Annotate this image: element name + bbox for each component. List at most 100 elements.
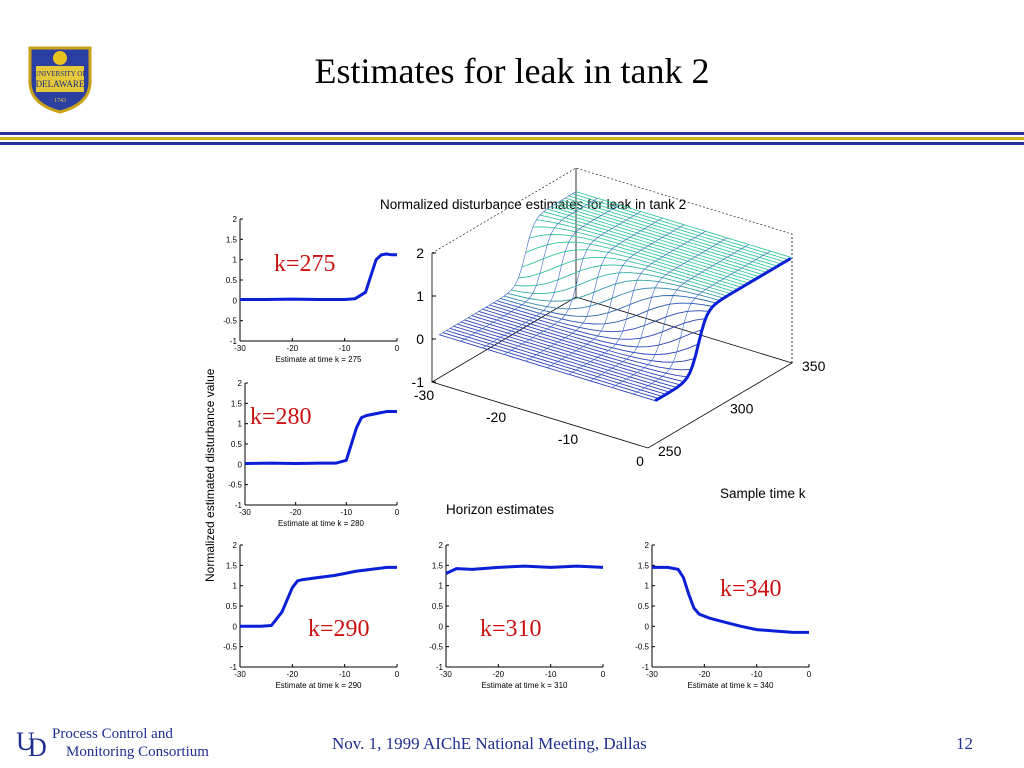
x-tick-label: 0 (395, 670, 400, 679)
x-tick-label: -30 (239, 508, 251, 517)
x-axis-label: Estimate at time k = 275 (275, 355, 362, 364)
y-tick-label: -0.5 (223, 643, 237, 652)
y-tick-label: 1.5 (231, 399, 243, 408)
frame-edge (431, 167, 793, 254)
surface-mesh-line (503, 211, 641, 355)
y-tick-label: 1.5 (432, 561, 444, 570)
y-tick-label: -0.5 (228, 481, 242, 490)
subplot-2: 2 1.5 1 0.5 0 -0.5 -1-30 -20 -10 0 Estimate at tim… (223, 541, 400, 690)
surface-mesh-line (460, 198, 598, 342)
x-tick-label: 0 (395, 344, 400, 353)
x-tick-label: -20 (699, 670, 711, 679)
y-tick-label: 350 (802, 358, 826, 374)
z-tick-label: 0 (416, 331, 424, 347)
svg-text:1743: 1743 (54, 98, 66, 104)
y-tick-label: -0.5 (635, 643, 649, 652)
y-tick-label: 1.5 (638, 561, 650, 570)
y-tick-label: 2 (233, 215, 238, 224)
svg-text:DELAWARE: DELAWARE (36, 79, 85, 89)
y-tick-label: -1 (642, 663, 650, 672)
footer-org-line1: Process Control and (52, 726, 173, 742)
k-annotation: k=280 (250, 404, 312, 430)
x-tick-label: -20 (493, 670, 505, 679)
y-tick-label: -1 (436, 663, 444, 672)
header-rule-blue (0, 132, 1024, 135)
surface-mesh-line (467, 317, 685, 383)
surface-mesh-line (493, 302, 710, 333)
y-tick-label: 0.5 (638, 602, 650, 611)
subplot-1: 2 1.5 1 0.5 0 -0.5 -1-30 -20 -10 0 Estimate at tim… (228, 379, 400, 528)
footer-org-line2: Monitoring Consortium (66, 744, 209, 760)
surface-mesh-line (568, 231, 706, 375)
x-tick-label: 0 (636, 453, 644, 469)
y-tick-label: 0 (233, 296, 238, 305)
series-line (240, 252, 397, 301)
svg-text:D: D (28, 733, 47, 760)
x-tick-label: -30 (646, 670, 658, 679)
x-tick-label: -10 (339, 344, 351, 353)
slide-title: Estimates for leak in tank 2 (314, 51, 710, 91)
shared-y-axis-label: Normalized estimated disturbance value (203, 368, 217, 582)
y-tick-label: -1 (235, 501, 243, 510)
subplot-4: 2 1.5 1 0.5 0 -0.5 -1-30 -20 -10 0 Estimate at tim… (635, 541, 812, 690)
x-tick-label: -10 (751, 670, 763, 679)
y-tick-label: 250 (658, 443, 682, 459)
surface-mesh-line (439, 191, 577, 335)
y-tick-label: 0.5 (231, 440, 243, 449)
y-tick-label: 0 (439, 622, 444, 631)
y-tick-label: 2 (439, 541, 444, 550)
z-tick-label: -1 (412, 374, 425, 390)
y-tick-label: 300 (730, 401, 754, 417)
x-tick-label: -10 (341, 508, 353, 517)
surface-mesh-line (482, 204, 620, 349)
surface-x-label: Horizon estimates (446, 502, 554, 517)
frame-base (431, 296, 793, 449)
series-line (445, 564, 604, 575)
surface-mesh-line (547, 224, 685, 368)
y-tick-label: 1.5 (226, 561, 238, 570)
y-tick-label: 0.5 (226, 276, 238, 285)
svg-text:UNIVERSITY OF: UNIVERSITY OF (34, 70, 87, 78)
x-tick-label: 0 (601, 670, 606, 679)
x-tick-label: -20 (287, 344, 299, 353)
y-tick-label: -0.5 (223, 317, 237, 326)
surface-mesh-line (525, 217, 663, 362)
surface-mesh-line (633, 250, 771, 395)
y-tick-label: 0 (238, 460, 243, 469)
y-tick-label: 1 (238, 420, 243, 429)
x-tick-label: -30 (414, 387, 434, 403)
y-tick-label: 1 (233, 582, 238, 591)
k-annotation: k=275 (274, 251, 336, 277)
surface-mesh-line (514, 264, 731, 295)
header-rule-blue-2 (0, 142, 1024, 145)
x-tick-label: -20 (486, 409, 506, 425)
y-tick-label: 2 (645, 541, 650, 550)
x-axis-label: Estimate at time k = 290 (275, 681, 362, 690)
y-tick-label: 0.5 (432, 602, 444, 611)
surface-mesh-line (539, 214, 757, 280)
surface-mesh-line (590, 237, 728, 382)
z-tick-label: 1 (416, 288, 424, 304)
y-tick-label: 2 (238, 379, 243, 388)
header-rule-gold (0, 137, 1024, 140)
y-tick-label: 1 (233, 256, 238, 265)
y-tick-label: 2 (233, 541, 238, 550)
x-axis-label: Estimate at time k = 340 (687, 681, 774, 690)
x-tick-label: -20 (290, 508, 302, 517)
y-tick-label: 0 (645, 622, 650, 631)
x-tick-label: -10 (545, 670, 557, 679)
x-tick-label: -10 (339, 670, 351, 679)
k-annotation: k=290 (308, 616, 370, 642)
series-line (244, 410, 397, 465)
x-tick-label: -30 (234, 670, 246, 679)
x-tick-label: -10 (558, 431, 578, 447)
footer-meeting: Nov. 1, 1999 AIChE National Meeting, Dal… (332, 734, 647, 753)
university-logo: UNIVERSITY OF DELAWARE 1743 (28, 46, 92, 114)
x-tick-label: -20 (287, 670, 299, 679)
x-tick-label: -30 (234, 344, 246, 353)
x-axis-label: Estimate at time k = 310 (481, 681, 568, 690)
svg-text:U: U (16, 727, 35, 756)
y-tick-label: 1 (439, 582, 444, 591)
y-tick-label: 1 (645, 582, 650, 591)
